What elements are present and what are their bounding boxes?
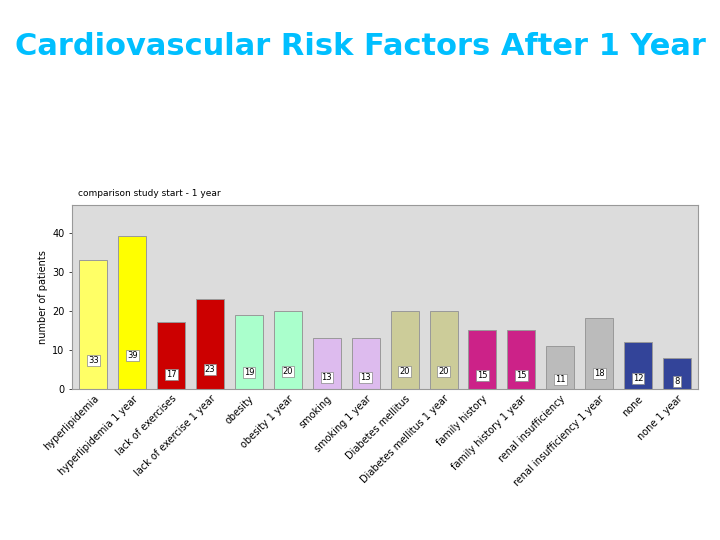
Text: 20: 20 bbox=[400, 367, 410, 376]
Text: 15: 15 bbox=[477, 372, 487, 380]
Y-axis label: number of patients: number of patients bbox=[38, 250, 48, 344]
Bar bbox=[196, 299, 224, 389]
Bar bbox=[274, 310, 302, 389]
Text: 13: 13 bbox=[322, 373, 332, 382]
Bar bbox=[235, 315, 263, 389]
Text: 17: 17 bbox=[166, 370, 176, 379]
Text: 19: 19 bbox=[244, 368, 254, 377]
Text: Cardiovascular Risk Factors After 1 Year: Cardiovascular Risk Factors After 1 Year bbox=[14, 32, 706, 62]
Text: 20: 20 bbox=[438, 367, 449, 376]
Bar bbox=[546, 346, 575, 389]
Text: 13: 13 bbox=[361, 373, 371, 382]
Bar bbox=[352, 338, 379, 389]
Bar bbox=[312, 338, 341, 389]
Text: comparison study start - 1 year: comparison study start - 1 year bbox=[78, 189, 221, 198]
Text: 39: 39 bbox=[127, 351, 138, 360]
Bar bbox=[79, 260, 107, 389]
Bar bbox=[391, 310, 418, 389]
Bar bbox=[430, 310, 458, 389]
Text: 8: 8 bbox=[675, 377, 680, 387]
Bar bbox=[118, 237, 146, 389]
Text: 12: 12 bbox=[633, 374, 644, 383]
Bar bbox=[508, 330, 536, 389]
Text: 11: 11 bbox=[555, 375, 565, 384]
Text: 18: 18 bbox=[594, 369, 605, 378]
Bar bbox=[624, 342, 652, 389]
Text: 15: 15 bbox=[516, 372, 526, 380]
Text: 33: 33 bbox=[88, 356, 99, 365]
Text: 20: 20 bbox=[283, 367, 293, 376]
Bar bbox=[663, 357, 691, 389]
Text: 23: 23 bbox=[204, 364, 215, 374]
Bar bbox=[157, 322, 185, 389]
Bar bbox=[469, 330, 497, 389]
Bar bbox=[585, 319, 613, 389]
